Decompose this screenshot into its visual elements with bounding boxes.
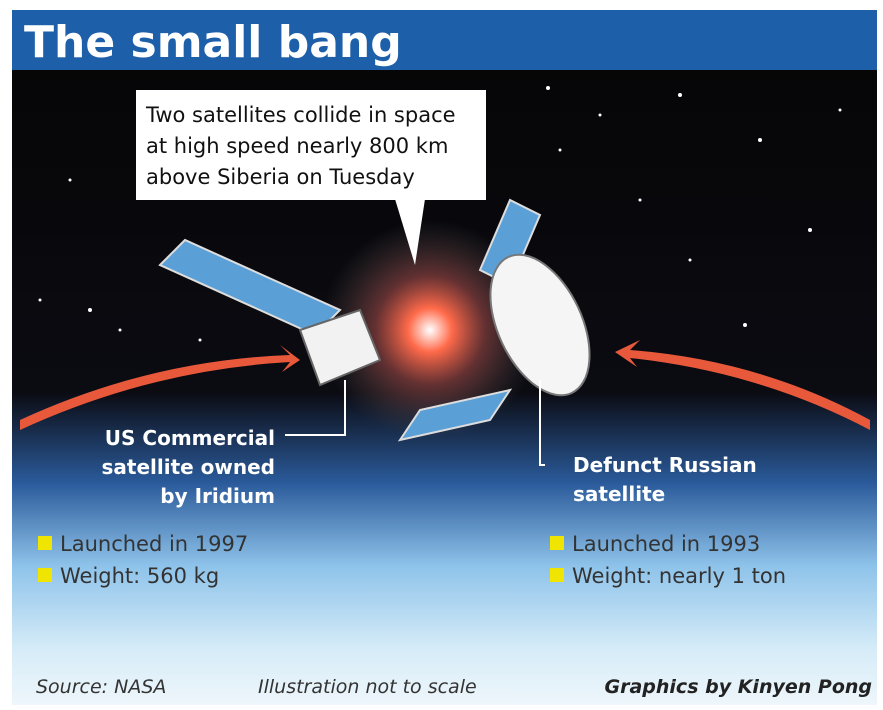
label: Defunct Russian bbox=[573, 453, 757, 477]
bullet bbox=[550, 536, 564, 550]
callout-text: above Siberia on Tuesday bbox=[146, 165, 415, 189]
leader-line bbox=[285, 380, 346, 436]
fact: Weight: 560 kg bbox=[60, 564, 219, 588]
label: US Commercial bbox=[105, 426, 275, 450]
fact: Launched in 1993 bbox=[572, 532, 760, 556]
callout-pointer bbox=[395, 199, 425, 265]
title: The small bang bbox=[24, 17, 402, 68]
russian-satellite bbox=[478, 198, 591, 397]
bullet bbox=[550, 568, 564, 582]
leader-line bbox=[539, 380, 545, 466]
callout-box bbox=[136, 90, 486, 200]
label: satellite bbox=[573, 482, 665, 506]
title-bar bbox=[12, 10, 877, 70]
credit: Graphics by Kinyen Pong bbox=[605, 676, 873, 698]
callout-text: at high speed nearly 800 km bbox=[146, 134, 448, 158]
fact: Weight: nearly 1 ton bbox=[572, 564, 786, 588]
label: by Iridium bbox=[160, 484, 275, 508]
stars bbox=[38, 86, 842, 342]
arrow bbox=[20, 345, 300, 430]
bullet bbox=[38, 536, 52, 550]
label: satellite owned bbox=[101, 455, 275, 479]
source: Source: NASA bbox=[36, 676, 166, 698]
us-satellite bbox=[158, 238, 513, 442]
arrow bbox=[615, 340, 870, 430]
explosion bbox=[320, 220, 540, 440]
note: Illustration not to scale bbox=[258, 676, 477, 698]
callout-text: Two satellites collide in space bbox=[145, 103, 456, 127]
fact: Launched in 1997 bbox=[60, 532, 248, 556]
bullet bbox=[38, 568, 52, 582]
